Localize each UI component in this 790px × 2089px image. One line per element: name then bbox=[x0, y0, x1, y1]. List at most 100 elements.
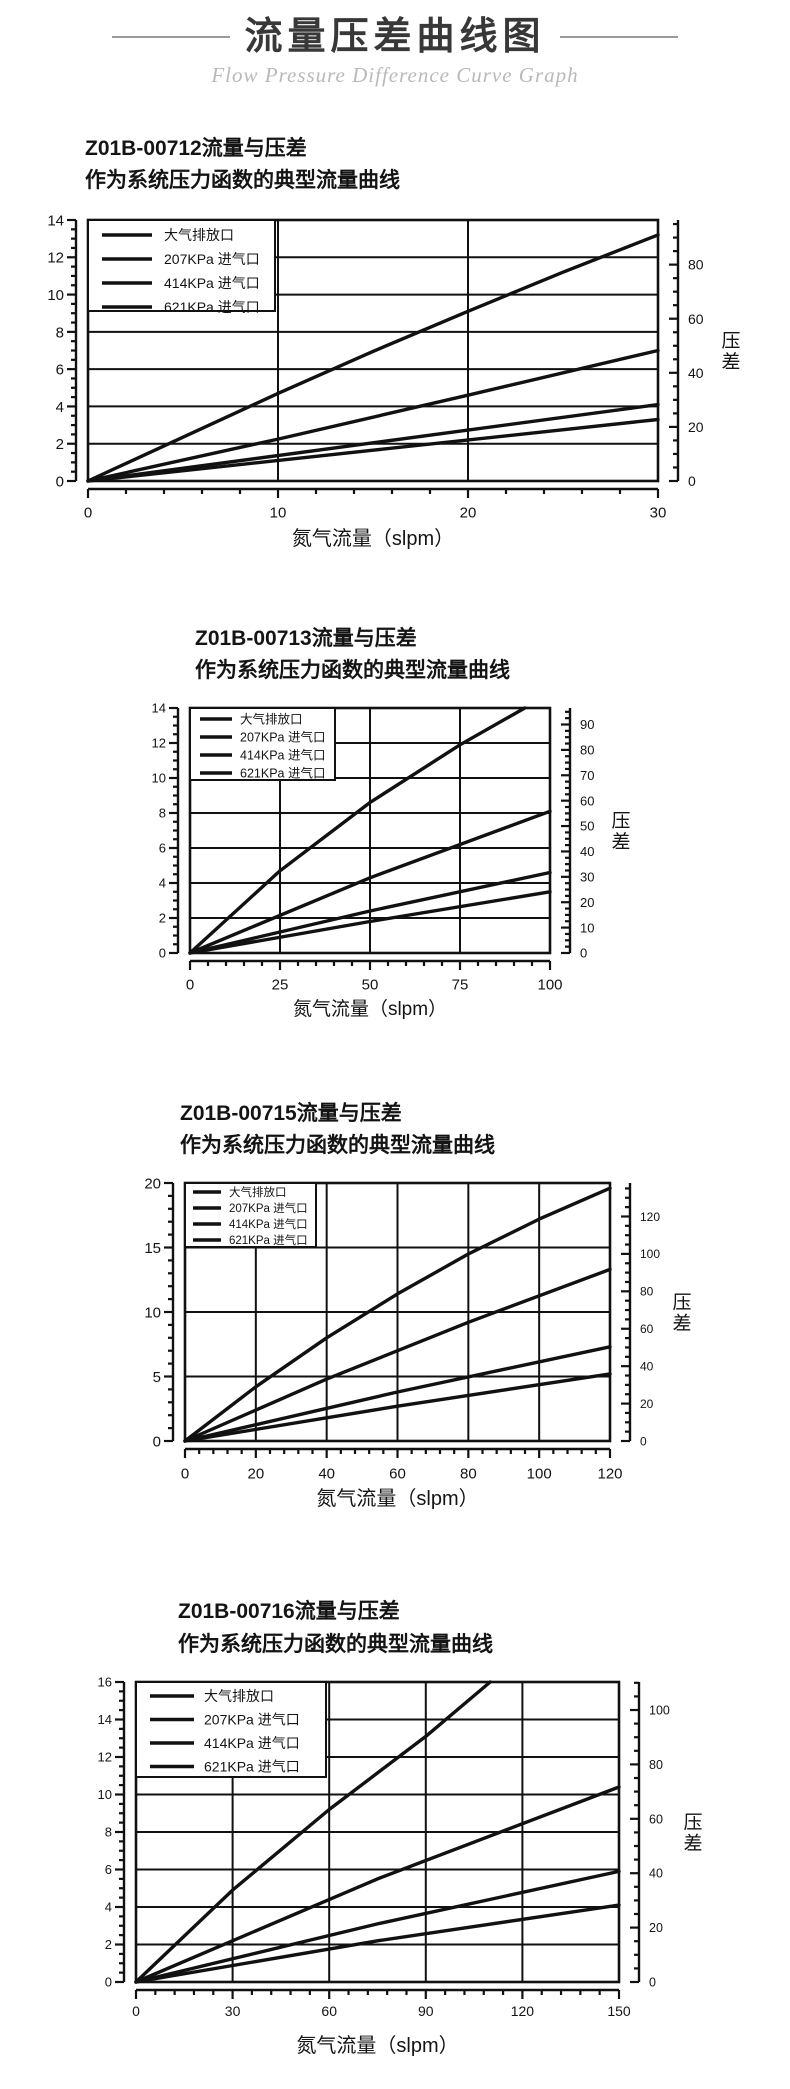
legend: 大气排放口 207KPa 进气口 414KPa 进气口 621KPa 进气口 bbox=[189, 707, 336, 781]
x-tick-label: 40 bbox=[318, 1465, 335, 1482]
legend: 大气排放口 207KPa 进气口 414KPa 进气口 621KPa 进气口 bbox=[184, 1182, 317, 1248]
legend-label: 621KPa 进气口 bbox=[240, 766, 325, 781]
x-tick-label: 100 bbox=[537, 976, 562, 993]
series-line-0 bbox=[134, 1680, 492, 1984]
x-tick-label: 50 bbox=[362, 976, 379, 993]
y2-tick-label: 0 bbox=[580, 946, 587, 961]
y2-tick-label: 60 bbox=[688, 311, 704, 327]
series-lines bbox=[188, 706, 552, 955]
y2-tick-label: 60 bbox=[580, 793, 594, 808]
y-tick-label: 14 bbox=[152, 701, 166, 716]
y2-tick-label: 80 bbox=[649, 1758, 663, 1772]
y-tick-label: 6 bbox=[105, 1862, 112, 1877]
series-lines bbox=[86, 233, 660, 483]
axis-label-pressure-diff: 压 bbox=[672, 1292, 691, 1313]
legend-label: 414KPa 进气口 bbox=[229, 1217, 308, 1231]
y2-tick-label: 0 bbox=[640, 1434, 647, 1448]
series-line-2 bbox=[188, 870, 552, 955]
axis-label-pressure-diff: 压 bbox=[721, 331, 740, 352]
series-line-2 bbox=[134, 1869, 621, 1984]
y-tick-label: 10 bbox=[152, 771, 166, 786]
y2-tick-label: 20 bbox=[688, 419, 704, 435]
y-axis-right bbox=[669, 220, 680, 483]
y2-tick-label: 80 bbox=[580, 743, 594, 758]
chart-title-line2: 作为系统压力函数的典型流量曲线 bbox=[195, 658, 510, 682]
y2-tick-label: 80 bbox=[640, 1285, 654, 1299]
plot-border bbox=[188, 706, 552, 955]
legend: 大气排放口 207KPa 进气口 414KPa 进气口 621KPa 进气口 bbox=[87, 219, 276, 315]
legend-label: 207KPa 进气口 bbox=[229, 1201, 308, 1215]
legend-label: 207KPa 进气口 bbox=[240, 730, 325, 745]
x-axis-bottom bbox=[86, 487, 660, 498]
page-header: 流量压差曲线图 Flow Pressure Difference Curve G… bbox=[0, 0, 790, 120]
y-tick-label: 8 bbox=[56, 324, 64, 341]
x-axis-title: 氮气流量（slpm） bbox=[316, 1487, 478, 1510]
y-tick-label: 14 bbox=[98, 1712, 112, 1727]
x-axis-title: 氮气流量（slpm） bbox=[292, 527, 454, 550]
legend: 大气排放口 207KPa 进气口 414KPa 进气口 621KPa 进气口 bbox=[135, 1681, 327, 1778]
y-tick-label: 6 bbox=[159, 841, 166, 856]
y-tick-label: 0 bbox=[153, 1433, 161, 1450]
y2-tick-label: 40 bbox=[580, 844, 594, 859]
legend-label: 207KPa 进气口 bbox=[164, 251, 260, 267]
x-tick-label: 0 bbox=[186, 976, 194, 993]
y-tick-label: 16 bbox=[98, 1675, 112, 1690]
legend-label: 621KPa 进气口 bbox=[164, 299, 260, 315]
y2-tick-label: 100 bbox=[640, 1247, 660, 1261]
x-tick-label: 0 bbox=[181, 1465, 189, 1482]
page-subtitle: Flow Pressure Difference Curve Graph bbox=[211, 63, 579, 87]
axis-label-pressure-diff: 差 bbox=[683, 1832, 702, 1854]
x-tick-label: 60 bbox=[321, 2003, 337, 2019]
y2-tick-label: 20 bbox=[640, 1397, 654, 1411]
chart-title: Z01B-00715流量与压差 bbox=[180, 1101, 402, 1125]
series-line-1 bbox=[183, 1267, 612, 1443]
series-line-2 bbox=[86, 402, 660, 483]
legend-label: 大气排放口 bbox=[229, 1185, 287, 1199]
legend-label: 414KPa 进气口 bbox=[204, 1735, 300, 1751]
y-tick-label: 4 bbox=[159, 876, 166, 891]
series-line-0 bbox=[188, 706, 527, 955]
plot-border bbox=[183, 1181, 612, 1443]
y-tick-label: 0 bbox=[56, 473, 64, 490]
series-line-3 bbox=[188, 890, 552, 955]
series-line-1 bbox=[134, 1785, 621, 1984]
legend-label: 414KPa 进气口 bbox=[240, 748, 325, 763]
legend-label: 大气排放口 bbox=[164, 227, 234, 243]
x-tick-label: 0 bbox=[132, 2003, 140, 2019]
y-tick-label: 6 bbox=[56, 362, 64, 379]
y2-tick-label: 60 bbox=[640, 1322, 654, 1336]
chart-block-z01b-00712: Z01B-00712流量与压差 作为系统压力函数的典型流量曲线 大气排放口 207KP… bbox=[0, 120, 790, 560]
y2-tick-label: 90 bbox=[580, 717, 594, 732]
x-tick-label: 75 bbox=[452, 976, 469, 993]
x-tick-label: 120 bbox=[597, 1465, 622, 1482]
chart-block-z01b-00715: Z01B-00715流量与压差 作为系统压力函数的典型流量曲线 大气排放口 207KP… bbox=[0, 1075, 790, 1530]
y2-tick-label: 10 bbox=[580, 920, 594, 935]
x-tick-label: 0 bbox=[84, 504, 92, 521]
y-axis-right bbox=[621, 1183, 632, 1443]
chart-block-z01b-00716: Z01B-00716流量与压差 作为系统压力函数的典型流量曲线 大气排放口 207KP… bbox=[0, 1573, 790, 2089]
x-tick-label: 30 bbox=[650, 504, 667, 521]
y-tick-label: 2 bbox=[159, 911, 166, 926]
x-tick-label: 25 bbox=[272, 976, 289, 993]
y-axis-right bbox=[561, 708, 572, 955]
legend-label: 大气排放口 bbox=[240, 712, 303, 727]
legend-label: 大气排放口 bbox=[204, 1688, 274, 1704]
y-tick-label: 15 bbox=[144, 1240, 161, 1257]
series-line-3 bbox=[134, 1903, 621, 1984]
y2-tick-label: 0 bbox=[688, 473, 696, 489]
y-tick-label: 14 bbox=[47, 212, 64, 229]
header-title-row: 流量压差曲线图 bbox=[0, 12, 790, 62]
y2-tick-label: 50 bbox=[580, 819, 594, 834]
series-line-3 bbox=[183, 1372, 612, 1443]
y-tick-label: 8 bbox=[159, 806, 166, 821]
x-axis-title: 氮气流量（slpm） bbox=[293, 998, 447, 1020]
x-tick-label: 30 bbox=[225, 2003, 241, 2019]
x-axis-bottom bbox=[134, 1988, 621, 1999]
y-tick-label: 12 bbox=[47, 250, 64, 267]
x-axis-title: 氮气流量（slpm） bbox=[296, 2034, 458, 2057]
y2-tick-label: 30 bbox=[580, 870, 594, 885]
series-line-2 bbox=[183, 1345, 612, 1443]
